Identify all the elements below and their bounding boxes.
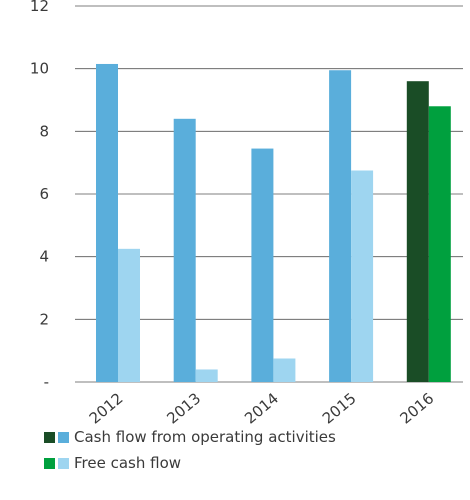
bar-free-2012 — [118, 248, 140, 382]
legend-swatch-operating-current — [44, 431, 55, 443]
legend-swatch-free-current — [44, 457, 55, 469]
x-tick-label: 2013 — [163, 389, 204, 427]
bar-operating-2015 — [329, 70, 352, 382]
bar-free-2013 — [195, 369, 218, 382]
x-tick-label: 2016 — [397, 389, 438, 427]
x-tick-label: 2012 — [86, 389, 127, 427]
x-tick-label: 2015 — [319, 389, 360, 427]
legend-label-free-cash-flow: Free cash flow — [74, 454, 182, 472]
bar-operating-2014 — [251, 148, 274, 382]
y-tick-label: - — [44, 373, 49, 391]
legend-swatch-free-historic — [58, 457, 69, 469]
y-tick-label: 12 — [30, 0, 49, 15]
bar-free-2014 — [273, 358, 296, 382]
y-tick-label: 8 — [39, 122, 49, 140]
legend-item-operating-cash-flow: Cash flow from operating activities — [44, 424, 336, 450]
bar-free-2016 — [428, 106, 451, 383]
bar-operating-2016 — [406, 81, 429, 382]
legend: Cash flow from operating activities Free… — [44, 424, 336, 476]
y-tick-label: 4 — [39, 248, 49, 266]
bar-operating-2012 — [96, 63, 118, 382]
bar-operating-2013 — [173, 118, 196, 383]
y-tick-label: 2 — [39, 310, 49, 328]
bar-free-2015 — [351, 170, 374, 382]
legend-swatch-operating-historic — [58, 431, 69, 443]
legend-item-free-cash-flow: Free cash flow — [44, 450, 336, 476]
x-tick-label: 2014 — [241, 389, 282, 427]
y-tick-label: 6 — [39, 185, 49, 203]
legend-label-operating-cash-flow: Cash flow from operating activities — [74, 428, 336, 446]
y-tick-label: 10 — [30, 60, 49, 78]
